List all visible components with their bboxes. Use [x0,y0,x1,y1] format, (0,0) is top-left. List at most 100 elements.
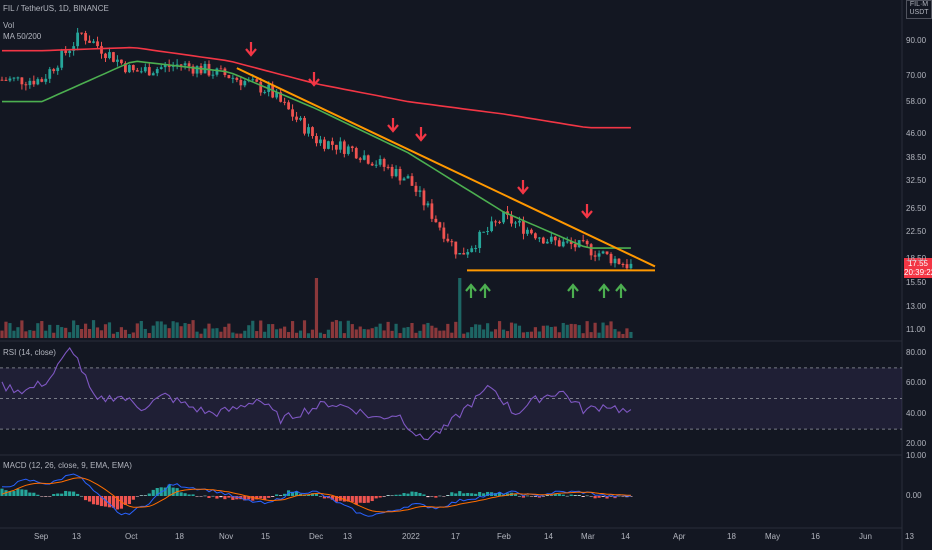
candle-body [255,79,259,82]
macd-histogram-bar [20,489,24,496]
macd-histogram-bar [251,496,255,501]
candle-body [327,141,330,149]
macd-histogram-bar [565,495,569,497]
candle-body [541,237,545,244]
candle-body [283,101,287,103]
volume-bar [111,333,116,338]
candle-body [589,244,593,256]
macd-histogram-bar [470,493,474,496]
macd-histogram-bar [330,496,334,500]
volume-bar [346,320,350,338]
macd-histogram-bar [541,496,545,497]
macd-histogram-bar [0,488,4,496]
candle-body [414,185,418,192]
volume-bar [171,321,175,338]
volume-bar [318,332,323,338]
candle-body [545,241,549,244]
time-tick-label: Jun [859,532,872,541]
volume-bar [294,332,299,338]
volume-bar [227,323,231,338]
time-tick-label: 17 [451,532,460,541]
candle-body [32,80,36,85]
macd-histogram-bar [569,494,573,496]
candle-body [605,251,609,254]
volume-bar [159,321,163,338]
down-arrow-icon [387,118,399,133]
candle-body [418,190,422,192]
candle-body [123,63,127,73]
macd-histogram-bar [263,496,267,500]
price-tick-label: 32.50 [906,176,927,186]
macd-histogram-bar [171,487,175,496]
candle-body [92,41,95,43]
currency-unit-box[interactable]: FIL·M USDT [906,0,932,19]
symbol-legend: FIL / TetherUS, 1D, BINANCE [3,4,109,13]
macd-histogram-bar [259,496,263,499]
macd-histogram-bar [183,493,187,496]
candle-body [426,203,430,206]
macd-histogram-bar [267,496,271,498]
macd-histogram-bar [549,495,553,496]
candle-body [338,141,342,150]
macd-tick-label: 10.00 [906,451,927,460]
unit-bottom-label: USDT [909,9,929,16]
volume-bar [434,327,438,338]
macd-histogram-bar [585,495,589,497]
volume-bar [402,327,406,338]
time-tick-label: Dec [309,532,324,541]
macd-histogram-bar [123,496,127,505]
last-price-tag: 17.55 20:39:22 [904,258,932,278]
volume-bar [251,320,255,338]
volume-bar [310,329,315,338]
candle-body [151,73,155,76]
volume-bar [0,330,4,338]
volume-bar [163,324,167,338]
volume-bar [247,325,251,338]
volume-bar [175,322,179,338]
volume-bar [561,322,565,338]
up-arrow-icon [567,283,579,298]
time-tick-label: 14 [544,532,553,541]
volume-bar [446,323,450,338]
volume-bar [617,331,621,338]
candle-body [315,136,318,144]
macd-histogram-bar [370,496,374,502]
volume-bar [203,328,207,338]
macd-histogram-bar [438,495,442,497]
signal-line [1,477,631,513]
candle-body [370,163,374,166]
volume-bar [263,331,267,338]
candle-body [159,67,163,70]
macd-histogram-bar [52,493,56,496]
macd-histogram-bar [115,496,120,510]
macd-histogram-bar [450,492,454,496]
macd-histogram-bar [422,494,426,496]
time-tick-label: Oct [125,532,138,541]
volume-bar [577,325,581,338]
candle-body [442,227,446,239]
volume-bar [48,324,52,338]
volume-bar [406,327,410,338]
time-tick-label: 13 [72,532,81,541]
volume-bar [625,328,629,338]
candle-body [474,248,478,250]
volume-bar [20,320,24,338]
macd-histogram-bar [497,492,502,496]
macd-histogram-bar [346,496,350,502]
volume-bar [95,327,100,338]
time-tick-label: 16 [811,532,820,541]
volume-bar [207,323,211,338]
macd-histogram-bar [143,495,147,496]
candle-body [167,64,171,67]
candle-body [299,117,302,120]
down-arrow-icon [415,127,427,142]
volume-bar [386,321,390,338]
macd-histogram-bar [32,492,36,496]
macd-histogram-bar [60,493,64,496]
macd-histogram-bar [107,496,112,508]
volume-bar [314,278,319,338]
volume-bar [40,321,44,338]
candle-body [478,231,482,249]
macd-histogram-bar [147,493,151,496]
candle-body [537,237,541,239]
